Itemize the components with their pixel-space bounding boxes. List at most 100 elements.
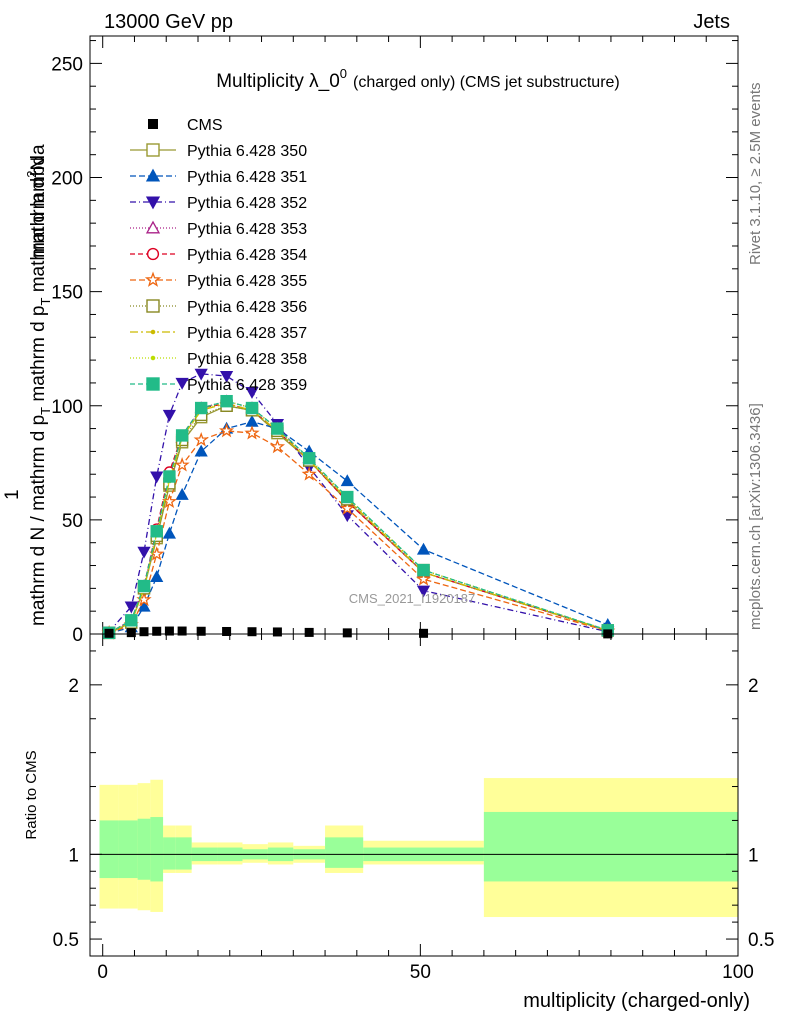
ratio-plot: 0 50 100 0.5 0.5 1 1 2 2 <box>53 633 774 983</box>
data-point <box>126 628 136 638</box>
legend-label: Pythia 6.428 358 <box>187 351 307 368</box>
legend-entry: Pythia 6.428 351 <box>130 168 307 186</box>
series-marker <box>339 500 355 516</box>
labels: 13000 GeV pp Jets Multiplicity λ_00(char… <box>2 11 764 1012</box>
header-left: 13000 GeV pp <box>104 11 233 33</box>
series-marker <box>194 444 208 457</box>
data-point <box>139 627 149 637</box>
ratio-band-stat <box>150 817 164 882</box>
data-point <box>104 628 114 638</box>
legend-label: Pythia 6.428 354 <box>187 247 307 264</box>
series-marker <box>416 542 431 555</box>
series-marker <box>301 466 317 481</box>
series-marker <box>150 471 164 484</box>
legend-entry: Pythia 6.428 353 <box>130 220 307 238</box>
ratio-band-stat <box>99 820 119 879</box>
legend-marker <box>148 119 158 129</box>
series-marker <box>220 394 233 408</box>
series-marker <box>150 525 163 538</box>
series-marker <box>161 493 178 509</box>
y-axis-label-bottom-c: mathrm d p <box>28 306 49 407</box>
series-marker <box>137 579 151 593</box>
series-marker <box>175 377 189 390</box>
x-tick-label: 0 <box>97 962 108 983</box>
legend-label: Pythia 6.428 356 <box>187 299 307 316</box>
rivet-label: Rivet 3.1.10, ≥ 2.5M events <box>747 83 764 266</box>
y-tick-label: 100 <box>51 397 83 418</box>
series-marker <box>417 563 430 577</box>
legend-label: Pythia 6.428 353 <box>187 221 307 238</box>
series-marker <box>194 401 208 415</box>
series-marker <box>244 425 260 440</box>
series-marker <box>146 143 160 157</box>
y-tick-label: 50 <box>62 511 83 532</box>
series-path <box>108 402 608 634</box>
series-marker <box>146 377 160 391</box>
legend-entry-cms: CMS <box>148 117 223 134</box>
legend-entry: Pythia 6.428 355 <box>130 271 307 290</box>
ratio-tick-label-right: 0.5 <box>748 930 774 951</box>
ratio-band-stat <box>163 837 176 870</box>
y-axis-label-top-sup: 2 <box>24 171 39 178</box>
series-marker <box>150 570 164 582</box>
y-axis-label-bottom-d: T <box>38 298 53 306</box>
y-axis-label-bottom-a: mathrm d N / mathrm d p <box>28 415 49 626</box>
series-marker <box>194 368 208 381</box>
y-axis-label-bottom-b: T <box>38 407 53 415</box>
series-line <box>102 394 614 640</box>
series-marker <box>145 168 161 182</box>
ratio-tick-label: 2 <box>68 676 79 697</box>
header-right: Jets <box>693 11 730 33</box>
series-marker <box>245 414 259 427</box>
watermark: CMS_2021_I1920187 <box>349 591 476 606</box>
series-marker <box>144 271 162 287</box>
series-marker <box>271 422 284 435</box>
data-point <box>164 626 174 636</box>
mcplots-label: mcplots.cern.ch [arXiv:1306.3436] <box>747 403 764 630</box>
ratio-frame <box>89 633 739 957</box>
series-marker <box>245 387 259 399</box>
series-path <box>108 421 609 634</box>
ratio-band-stat <box>483 811 738 882</box>
x-axis-label: multiplicity (charged-only) <box>523 990 750 1012</box>
y-tick-label: 200 <box>51 169 83 190</box>
y-axis-label-bottom-e: mathrm d lambda <box>28 144 49 298</box>
legend-entry: Pythia 6.428 359 <box>130 377 307 394</box>
series-marker <box>145 220 161 234</box>
ratio-tick-label: 0.5 <box>53 930 79 951</box>
data-point <box>247 627 257 637</box>
series-marker <box>341 490 354 504</box>
series-marker <box>174 457 190 472</box>
legend: CMS Pythia 6.428 350 Pythia 6.428 351 Pythi… <box>130 117 307 394</box>
series-marker <box>150 329 156 335</box>
series-marker <box>137 599 151 612</box>
legend-entry: Pythia 6.428 358 <box>130 351 307 368</box>
y-axis-label-top-a: mathrm d <box>28 178 49 258</box>
legend-label: Pythia 6.428 355 <box>187 273 307 290</box>
series-path <box>108 400 609 634</box>
series-marker <box>302 452 316 465</box>
data-point <box>152 626 162 636</box>
series-marker <box>125 614 138 627</box>
series-path <box>108 402 608 634</box>
y-tick-label: 0 <box>72 625 83 646</box>
x-tick-label: 100 <box>722 962 754 983</box>
series-marker <box>124 601 138 614</box>
ratio-band-stat <box>137 818 151 880</box>
legend-entry: Pythia 6.428 356 <box>130 299 307 316</box>
series-marker <box>175 487 189 500</box>
plot-title-sup: 0 <box>340 66 347 81</box>
y-tick-label: 150 <box>51 283 83 304</box>
legend-label: Pythia 6.428 359 <box>187 377 307 394</box>
series-marker <box>193 431 209 447</box>
y-axis-label-num: 1 <box>2 489 23 500</box>
ratio-tick-label-right: 1 <box>748 845 759 866</box>
legend-label: Pythia 6.428 357 <box>187 325 307 342</box>
series-marker <box>245 401 259 415</box>
series-marker <box>163 470 176 483</box>
series-marker <box>146 299 160 313</box>
y-axis-label-top-b: N <box>28 157 49 171</box>
series-marker <box>150 355 156 361</box>
legend-entry: Pythia 6.428 354 <box>130 247 307 264</box>
data-point <box>272 627 282 637</box>
